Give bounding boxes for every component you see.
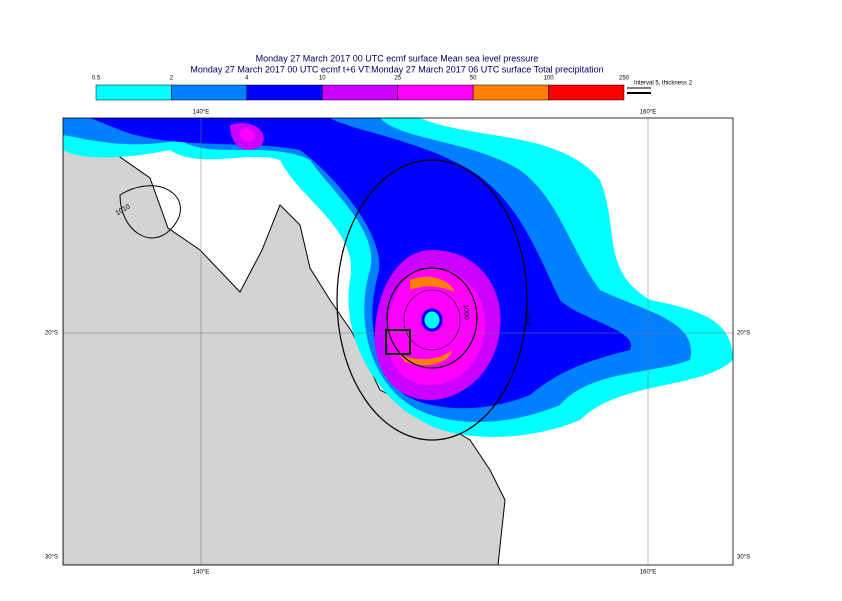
precip-area bbox=[410, 276, 455, 292]
legend-swatch bbox=[548, 84, 625, 101]
lon-label: 160°E bbox=[640, 570, 656, 576]
legend-tick-label: 2 bbox=[170, 76, 174, 82]
legend-tick-label: 10 bbox=[319, 76, 326, 82]
isobar bbox=[119, 185, 181, 239]
legend-note: Interval 5, thickness 2 bbox=[634, 81, 693, 87]
legend-swatch bbox=[397, 84, 474, 101]
precip-area bbox=[239, 128, 256, 142]
contour-label: 1000 bbox=[461, 304, 469, 320]
legend-swatch bbox=[171, 84, 248, 101]
lat-label: 20°S bbox=[45, 331, 58, 337]
contour-label: 1010 bbox=[522, 310, 532, 327]
legend-swatch bbox=[472, 84, 549, 101]
focus-box bbox=[385, 329, 411, 355]
legend-swatch bbox=[246, 84, 323, 101]
lat-label: 30°S bbox=[45, 555, 58, 561]
legend-tick-label: 4 bbox=[245, 76, 249, 82]
cyclone-eye bbox=[421, 308, 443, 332]
legend-swatch bbox=[95, 84, 172, 101]
legend-tick-label: 25 bbox=[394, 76, 401, 82]
lat-label: 30°S bbox=[737, 555, 750, 561]
legend-tick-label: 250 bbox=[619, 76, 630, 82]
lon-label: 140°E bbox=[193, 110, 209, 116]
map-frame bbox=[62, 117, 734, 566]
isobar bbox=[403, 289, 461, 351]
map-area: 1010 1010 1000 bbox=[63, 118, 733, 565]
isobar bbox=[336, 159, 528, 441]
lon-label: 140°E bbox=[193, 570, 209, 576]
lat-label: 20°S bbox=[737, 331, 750, 337]
precipitation bbox=[63, 118, 733, 437]
legend-tick-label: 100 bbox=[544, 76, 555, 82]
precip-area bbox=[400, 350, 452, 366]
title-line: Monday 27 March 2017 00 UTC ecmf surface… bbox=[256, 53, 539, 63]
legend-tick-label: 50 bbox=[470, 76, 477, 82]
isobar bbox=[386, 267, 478, 369]
lon-label: 160°E bbox=[640, 110, 656, 116]
land bbox=[63, 134, 506, 565]
title-line: Monday 27 March 2017 00 UTC ecmf t+6 VT:… bbox=[190, 64, 603, 74]
legend-swatch bbox=[322, 84, 398, 101]
legend-tick-label: 0.5 bbox=[92, 76, 101, 82]
